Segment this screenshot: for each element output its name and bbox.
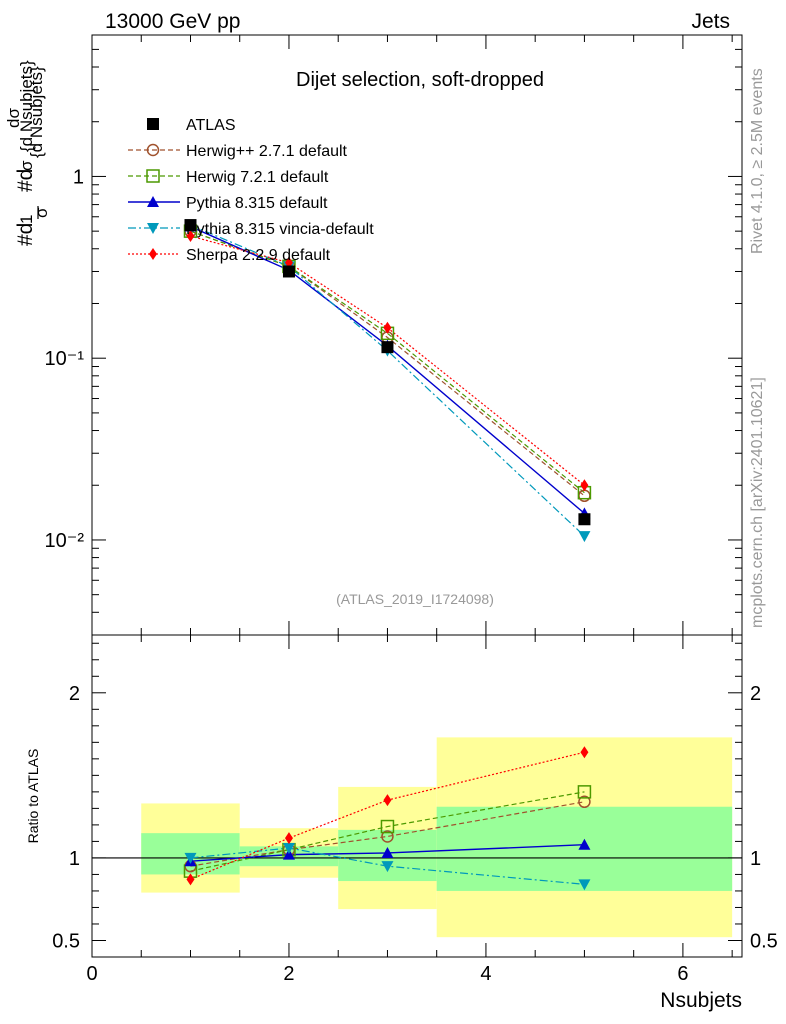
ylabel-part-1: #d xyxy=(14,223,37,246)
main-title: Dijet selection, soft-dropped xyxy=(296,69,544,91)
main-series-line-3 xyxy=(190,225,585,514)
analysis-watermark: (ATLAS_2019_I1724098) xyxy=(336,591,494,607)
ratio-series-line-2 xyxy=(190,791,585,872)
legend-marker-4 xyxy=(147,223,159,234)
legend-label-2: Herwig 7.2.1 default xyxy=(186,169,329,186)
legend-label-4: Pythia 8.315 vincia-default xyxy=(186,221,374,238)
main-point-0-3 xyxy=(578,513,591,526)
main-series-line-2 xyxy=(190,230,585,494)
main-ytick-label: 10⁻² xyxy=(45,530,85,552)
ratio-frame xyxy=(91,634,743,958)
ratio-series-line-3 xyxy=(190,844,585,862)
main-point-5-0 xyxy=(186,230,195,243)
main-point-0-0 xyxy=(184,219,197,232)
ratio-series-line-4 xyxy=(190,847,585,885)
main-point-5-2 xyxy=(383,321,392,334)
legend-label-3: Pythia 8.315 default xyxy=(186,195,328,212)
ratio-point-2-2 xyxy=(380,819,395,834)
ratio-point-5-3 xyxy=(580,746,589,759)
main-series-line-1 xyxy=(190,230,585,497)
ratio-ylabel: Ratio to ATLAS xyxy=(25,749,41,844)
ylabel-part-7: dσ xyxy=(4,108,23,128)
rivet-label: Rivet 4.1.0, ≥ 2.5M events xyxy=(749,68,766,254)
ratio-ytick-label-right: 2 xyxy=(750,683,761,705)
ylabel-part-2: 1 xyxy=(17,215,36,224)
ratio-point-3-2 xyxy=(381,846,394,858)
main-point-4-3 xyxy=(578,531,591,543)
main-series-line-4 xyxy=(190,224,585,537)
ylabel-part-4: #d xyxy=(14,169,37,192)
xtick-label: 0 xyxy=(86,963,97,985)
main-point-0-1 xyxy=(282,265,295,278)
ratio-ytick-label-left: 0.5 xyxy=(52,930,80,952)
ratio-point-4-1 xyxy=(282,843,295,855)
ylabel-part-5: σ xyxy=(17,160,36,171)
legend-marker-5 xyxy=(149,248,157,260)
main-ytick-label: 10⁻¹ xyxy=(45,348,85,370)
ratio-ytick-label-left: 1 xyxy=(69,848,80,870)
legend-label-5: Sherpa 2.2.9 default xyxy=(186,247,331,264)
xtick-label: 6 xyxy=(677,963,688,985)
ratio-point-1-2 xyxy=(381,830,394,843)
ratio-point-5-0 xyxy=(186,873,195,886)
main-ytick-label: 1 xyxy=(73,166,84,188)
ratio-ytick-label-right: 0.5 xyxy=(750,930,778,952)
header-category: Jets xyxy=(691,10,730,33)
ratio-point-4-0 xyxy=(184,852,197,864)
legend-label-0: ATLAS xyxy=(186,117,236,134)
legend-marker-3 xyxy=(147,196,159,207)
ratio-ytick-label-right: 1 xyxy=(750,848,761,870)
ratio-point-2-3 xyxy=(577,785,592,799)
mcplots-label: mcplots.cern.ch [arXiv:2401.10621] xyxy=(749,377,766,628)
ratio-point-5-1 xyxy=(284,832,293,845)
xtick-label: 2 xyxy=(283,963,294,985)
ratio-point-5-2 xyxy=(383,794,392,807)
header-energy: 13000 GeV pp xyxy=(105,10,240,33)
main-point-5-3 xyxy=(580,479,589,492)
legend-marker-0 xyxy=(147,118,159,130)
ratio-point-3-1 xyxy=(282,848,295,860)
legend-marker-2 xyxy=(146,169,160,183)
ylabel-part-3: σ xyxy=(32,207,51,218)
ratio-panel: 0.5 0.5 1 1 2 2 0 2 4 6 Ratio to ATLAS Nsubjets xyxy=(25,634,778,1012)
main-ylabel: #d 1 σ #d σ {d Nsubjets} dσ {d Nsubjets} xyxy=(4,60,51,246)
ratio-point-4-2 xyxy=(381,861,394,873)
ratio-point-1-3 xyxy=(578,795,591,809)
ratio-point-4-3 xyxy=(578,879,591,891)
main-point-0-2 xyxy=(381,341,394,354)
ylabel-part-6: {d Nsubjets} xyxy=(17,60,36,152)
legend: ATLAS Herwig++ 2.7.1 default Herwig 7.2.1 … xyxy=(128,117,374,264)
ratio-ytick-label-left: 2 xyxy=(69,683,80,705)
main-panel: 10⁻²10⁻¹1 Dijet selection, soft-dropped … xyxy=(4,34,743,636)
ylabel-part-8: {d Nsubjets} xyxy=(27,66,46,158)
ratio-point-3-3 xyxy=(578,838,591,850)
legend-label-1: Herwig++ 2.7.1 default xyxy=(186,143,348,160)
main-series-line-5 xyxy=(190,235,585,486)
xtick-label: 4 xyxy=(480,963,491,985)
legend-marker-1 xyxy=(146,143,160,157)
ratio-series-line-5 xyxy=(190,751,585,880)
xlabel: Nsubjets xyxy=(660,989,742,1012)
